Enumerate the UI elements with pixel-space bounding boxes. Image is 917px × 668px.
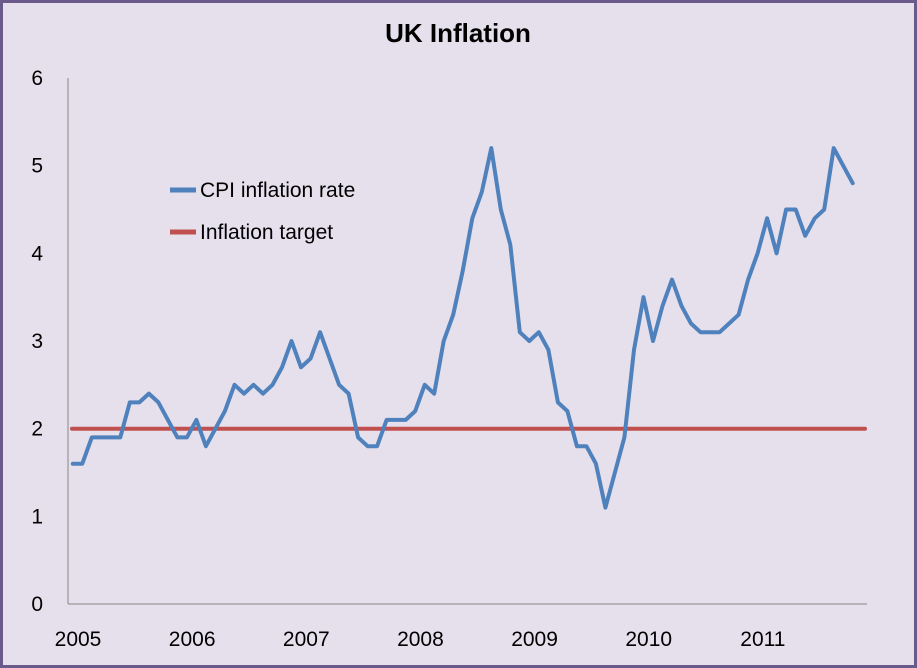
y-tick-label-0: 0 bbox=[31, 593, 43, 616]
series-line-cpi bbox=[70, 146, 855, 510]
y-tick-label-1: 1 bbox=[31, 505, 43, 528]
y-tick-label-4: 4 bbox=[31, 242, 43, 265]
x-tick-label-2008: 2008 bbox=[397, 628, 444, 651]
y-tick-label-3: 3 bbox=[31, 330, 43, 353]
legend: CPI inflation rate Inflation target bbox=[170, 179, 355, 244]
y-tick-label-6: 6 bbox=[31, 67, 43, 90]
chart-title: UK Inflation bbox=[385, 18, 531, 48]
y-tick-label-5: 5 bbox=[31, 155, 43, 178]
legend-label-cpi: CPI inflation rate bbox=[200, 179, 355, 202]
x-tick-label-2007: 2007 bbox=[283, 628, 330, 651]
x-tick-label-2006: 2006 bbox=[169, 628, 216, 651]
x-tick-label-2009: 2009 bbox=[511, 628, 558, 651]
series-layer bbox=[70, 146, 867, 510]
x-tick-label-2011: 2011 bbox=[740, 628, 785, 651]
x-tick-label-2010: 2010 bbox=[625, 628, 672, 651]
x-tick-label-2005: 2005 bbox=[55, 628, 102, 651]
legend-label-target: Inflation target bbox=[200, 221, 333, 244]
x-axis: 2005 2006 2007 2008 2009 2010 2011 bbox=[55, 603, 867, 651]
y-axis: 0 1 2 3 4 5 6 bbox=[31, 67, 69, 616]
y-tick-label-2: 2 bbox=[31, 418, 43, 441]
